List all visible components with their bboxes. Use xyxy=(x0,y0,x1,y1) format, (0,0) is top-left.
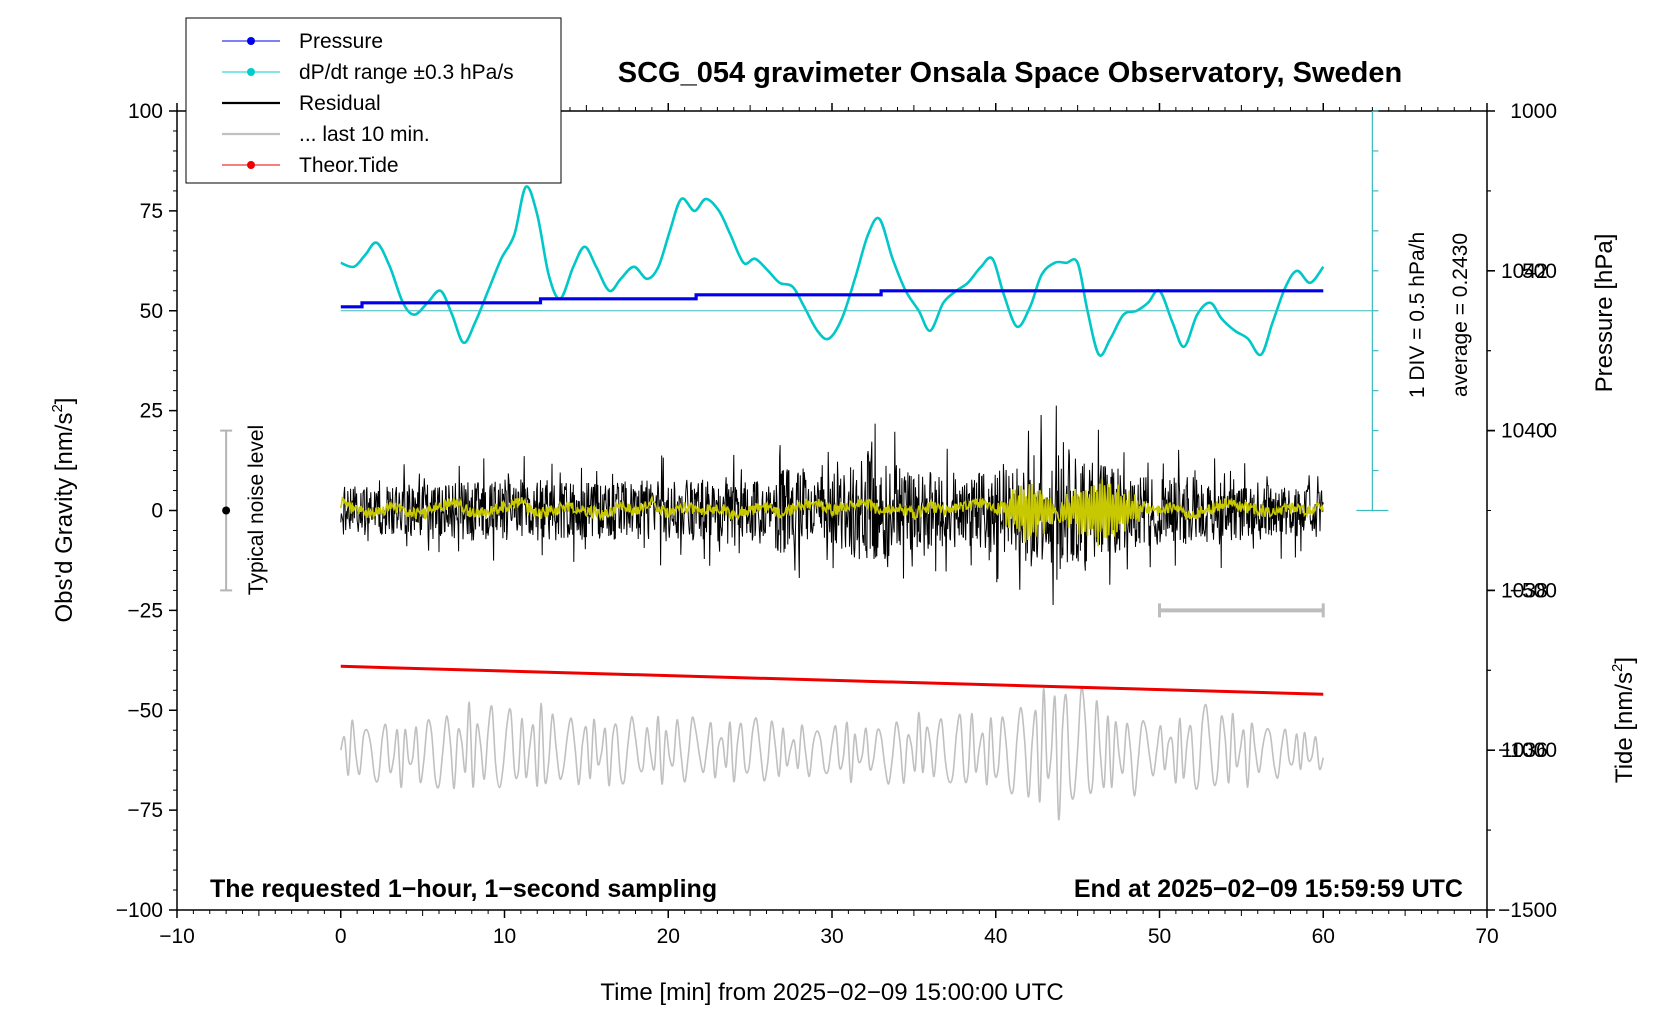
residual-series xyxy=(340,405,1324,606)
pressure-series xyxy=(340,289,1324,309)
legend-label: ... last 10 min. xyxy=(299,123,430,146)
legend-marker xyxy=(247,37,255,45)
smoothed-series xyxy=(340,478,1325,547)
pressure-axis: 1042 1040 1038 1036 xyxy=(1487,190,1548,831)
y-axis-label-left: Obs'd Gravity [nm/s2] xyxy=(49,398,78,623)
pressure-tick-label: 1042 xyxy=(1501,260,1548,283)
pressure-tick-label: 1038 xyxy=(1501,579,1548,602)
chart-annotations xyxy=(220,110,1389,618)
x-tick-label: 40 xyxy=(984,925,1007,948)
legend-label: Residual xyxy=(299,92,381,115)
last10-series xyxy=(340,686,1325,821)
y-tick-label: 25 xyxy=(140,400,163,423)
residual-line xyxy=(340,405,1324,606)
y-axis-label-pressure: Pressure [hPa] xyxy=(1591,234,1618,393)
pressure-line xyxy=(340,289,1324,309)
legend-entries: Pressure dP/dt range ±0.3 hPa/s Residual..… xyxy=(222,30,514,177)
div-annotation: 1 DIV = 0.5 hPa/h xyxy=(1406,232,1429,398)
noise-level-label: Typical noise level xyxy=(245,425,268,595)
noise-bar-center xyxy=(222,506,231,515)
y-tick-label: 100 xyxy=(128,100,163,123)
pressure-tick-label: 1036 xyxy=(1501,739,1548,762)
legend: Pressure dP/dt range ±0.3 hPa/s Residual..… xyxy=(185,17,562,184)
end-time-note: End at 2025−02−09 15:59:59 UTC xyxy=(1074,875,1463,903)
tide-tick-label: 1000 xyxy=(1510,100,1557,123)
x-tick-label: 60 xyxy=(1312,925,1335,948)
legend-label: Theor.Tide xyxy=(299,154,399,177)
tide-axis: 1000 500 0 −500 −1000 −1500 xyxy=(1487,100,1557,922)
x-tick-label: 70 xyxy=(1475,925,1498,948)
y-axis-label-tide-close: ] xyxy=(1611,657,1638,664)
y-tick-label: −25 xyxy=(127,599,163,622)
pressure-tick-label: 1040 xyxy=(1501,420,1548,443)
theor-tide-line xyxy=(340,664,1324,696)
theor-tide-series xyxy=(340,664,1324,696)
y-axis-left: 100 75 50 25 0 −25 −50 −75 −100 xyxy=(116,100,177,922)
x-tick-label: 20 xyxy=(657,925,680,948)
y-axis-label-left-sup: 2 xyxy=(49,404,66,412)
tide-tick-label: 500 xyxy=(1522,260,1557,283)
legend-box xyxy=(185,17,562,184)
tide-tick-label: 0 xyxy=(1545,420,1557,443)
legend-marker xyxy=(247,68,255,76)
tide-tick-label: −1000 xyxy=(1498,739,1557,762)
legend-marker xyxy=(247,161,255,169)
y-axis-label-tide-text: Tide [nm/s xyxy=(1611,672,1638,783)
y-tick-label: 0 xyxy=(151,500,163,523)
x-axis-label: Time [min] from 2025−02−09 15:00:00 UTC xyxy=(600,979,1063,1006)
sampling-note: The requested 1−hour, 1−second sampling xyxy=(210,875,717,903)
y-tick-label: −100 xyxy=(116,899,163,922)
dpdt-series xyxy=(340,185,1373,357)
y-axis-label-left-text: Obs'd Gravity [nm/s xyxy=(51,413,78,623)
x-tick-label: −10 xyxy=(159,925,195,948)
y-axis-label-tide: Tide [nm/s2] xyxy=(1609,657,1638,783)
dpdt-line xyxy=(340,185,1325,357)
x-tick-label: 10 xyxy=(493,925,516,948)
average-annotation: average = 0.2430 xyxy=(1449,233,1472,397)
last10-line xyxy=(340,686,1325,821)
legend-label: Pressure xyxy=(299,30,383,53)
x-axis: −10 0 10 20 30 40 50 60 70 xyxy=(159,103,1499,948)
tide-tick-label: −500 xyxy=(1510,579,1557,602)
x-tick-label: 50 xyxy=(1148,925,1171,948)
y-tick-label: 50 xyxy=(140,300,163,323)
x-tick-label: 30 xyxy=(820,925,843,948)
y-tick-label: 75 xyxy=(140,200,163,223)
x-tick-label: 0 xyxy=(335,925,347,948)
smoothed-line xyxy=(340,478,1325,547)
chart-title: SCG_054 gravimeter Onsala Space Observat… xyxy=(618,57,1402,89)
tide-tick-label: −1500 xyxy=(1498,899,1557,922)
legend-label: dP/dt range ±0.3 hPa/s xyxy=(299,61,514,84)
y-axis-label-left-close: ] xyxy=(51,398,78,405)
y-tick-label: −50 xyxy=(127,699,163,722)
y-axis-label-tide-sup: 2 xyxy=(1609,664,1626,672)
y-tick-label: −75 xyxy=(127,799,163,822)
